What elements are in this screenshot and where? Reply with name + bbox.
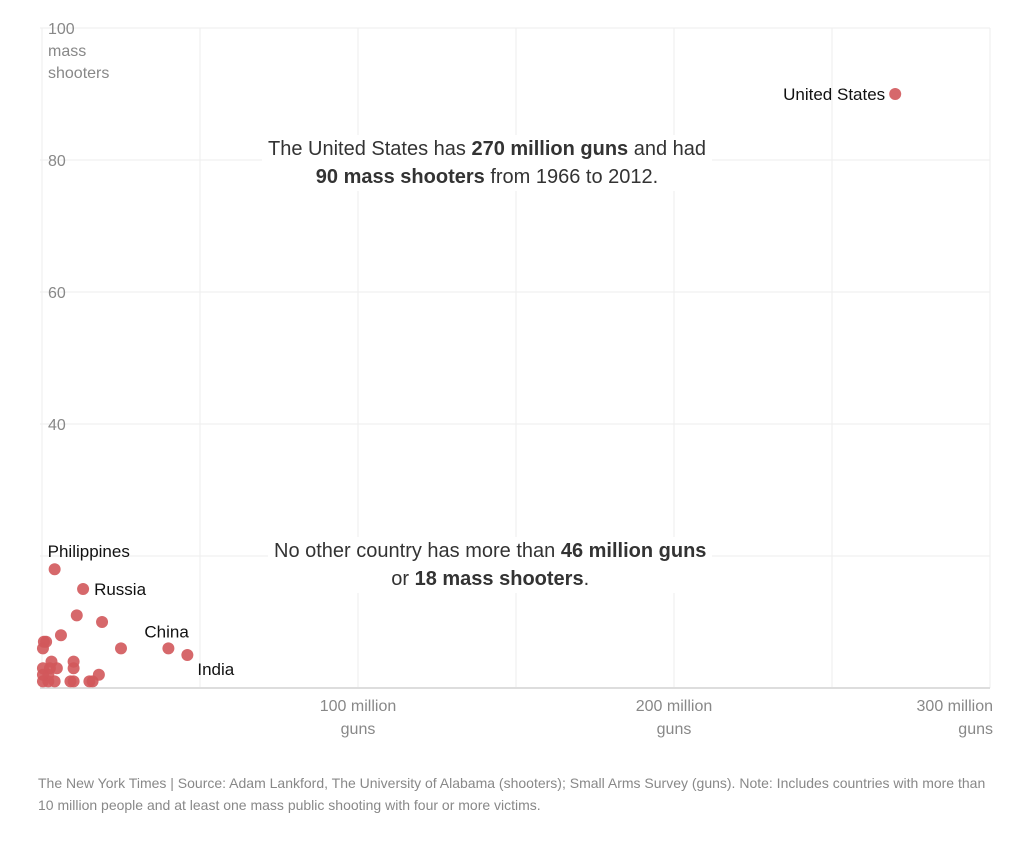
data-point <box>83 675 96 688</box>
point-label: Philippines <box>48 542 130 561</box>
data-point <box>96 616 109 628</box>
data-point <box>45 655 58 668</box>
annotation-text: or <box>391 568 415 590</box>
data-point <box>67 655 80 668</box>
data-point <box>77 583 90 595</box>
y-unit-label: mass <box>48 43 86 60</box>
annotation-text: 18 mass shooters <box>414 568 584 590</box>
data-point <box>48 563 61 576</box>
data-point <box>64 675 77 688</box>
data-point <box>37 635 50 648</box>
data-point <box>115 642 127 655</box>
data-point <box>36 662 49 675</box>
x-tick-label: guns <box>341 721 376 738</box>
annotation-text: 270 million guns <box>471 138 629 160</box>
point-label: United States <box>783 85 885 104</box>
x-tick-label: 200 million <box>636 698 712 715</box>
annotation-us: The United States has 270 million guns a… <box>262 135 713 191</box>
annotation-text: 46 million guns <box>560 540 707 562</box>
source-note: The New York Times | Source: Adam Lankfo… <box>38 775 986 813</box>
y-tick-label: 100 <box>48 21 75 38</box>
y-tick-label: 60 <box>48 285 66 302</box>
annotation-text: and had <box>628 138 707 160</box>
data-point <box>70 609 83 622</box>
y-tick-label: 80 <box>48 153 66 170</box>
annotation-text: The United States has <box>268 138 472 160</box>
x-tick-label: guns <box>657 721 692 738</box>
point-label: Russia <box>94 580 147 599</box>
x-tick-label: 300 million <box>917 698 993 715</box>
y-tick-label: 40 <box>48 417 66 434</box>
scatter-chart: 100 80 60 40 mass shooters 100 million guns 200 … <box>36 21 993 738</box>
annotation-text: . <box>583 568 590 590</box>
x-tick-label: guns <box>958 721 993 738</box>
y-unit-label: shooters <box>48 65 109 82</box>
data-point <box>92 668 105 681</box>
annotation-others: No other country has more than 46 millio… <box>268 537 713 593</box>
annotation-text: 90 mass shooters <box>315 166 485 188</box>
data-point <box>181 649 194 661</box>
data-point <box>162 642 175 655</box>
data-point <box>889 88 902 100</box>
point-label: China <box>144 622 189 641</box>
annotation-text: from 1966 to 2012. <box>484 166 659 188</box>
annotation-text: No other country has more than <box>274 540 561 562</box>
x-tick-label: 100 million <box>320 698 396 715</box>
point-label: India <box>197 660 234 679</box>
data-point <box>54 629 67 642</box>
